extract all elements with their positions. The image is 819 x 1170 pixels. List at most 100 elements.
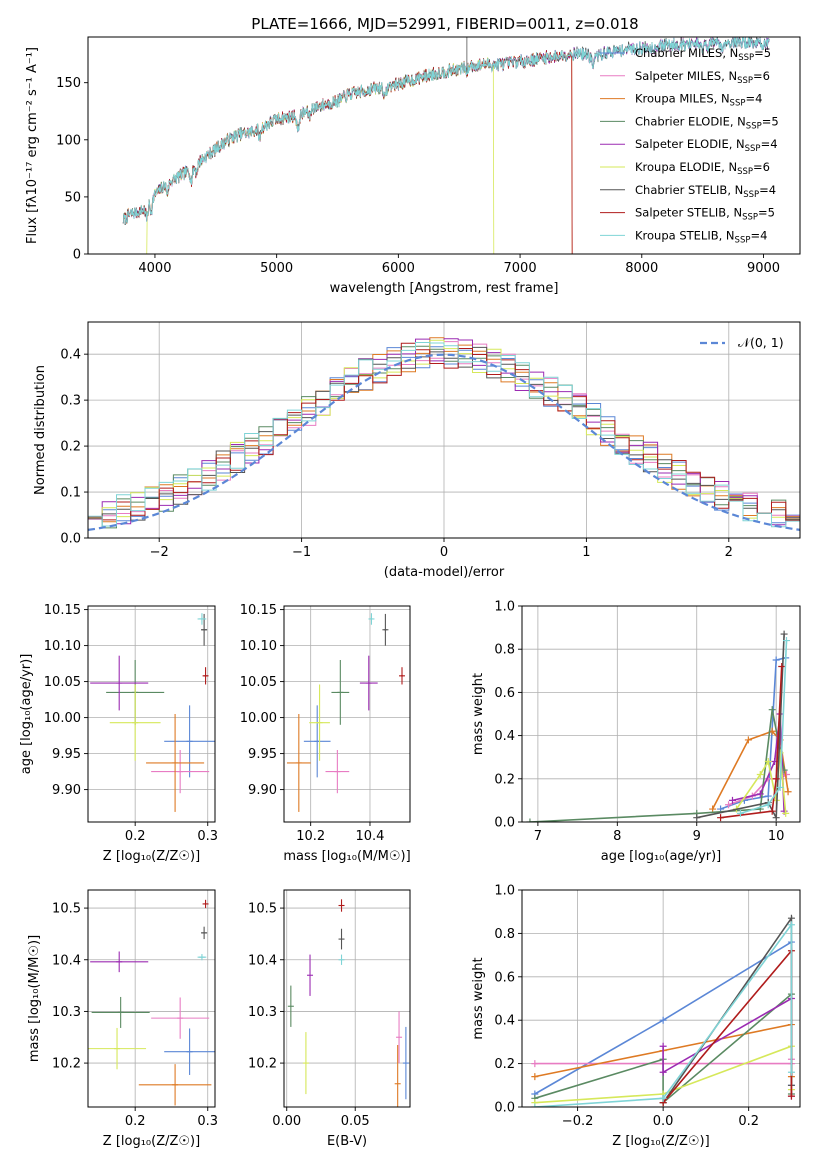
x-tick-label: 8	[613, 829, 621, 844]
y-tick-label: 10.2	[248, 1057, 277, 1072]
x-tick-label: 1	[582, 545, 590, 560]
legend-entry: Kroupa ELODIE, NSSP=6	[635, 160, 770, 177]
spectrum-kroupa-stelib-line	[122, 37, 770, 224]
figure-title: PLATE=1666, MJD=52991, FIBERID=0011, z=0…	[251, 15, 638, 33]
weight-marker	[744, 736, 752, 744]
y-tick-label: 10.3	[248, 1005, 277, 1020]
x-tick-label: 0.2	[738, 1114, 759, 1129]
y-tick-label: 10.15	[240, 603, 277, 618]
weight-marker	[709, 805, 717, 813]
axes-frame	[87, 36, 801, 255]
legend-sub: SSP	[735, 235, 751, 245]
axes-frame	[283, 605, 411, 823]
y-tick-label: 0.2	[494, 1057, 515, 1072]
histogram-kroupa-stelib	[88, 342, 800, 528]
weight-line-chabrier-elodie	[529, 709, 785, 822]
weight-marker	[764, 758, 772, 766]
x-tick-label: 0.2	[125, 829, 146, 844]
x-axis-label: (data-model)/error	[384, 565, 505, 580]
x-tick-label: 8000	[625, 261, 658, 276]
errorbar-chabrier-elodie	[331, 660, 350, 725]
y-axis-label: mass [log₁₀(M/M☉)]	[27, 935, 42, 1062]
y-axis-label: Normed distribution	[33, 365, 48, 495]
errorbar-chabrier-miles	[164, 705, 215, 778]
y-axis-label: mass weight	[471, 673, 486, 755]
y-tick-label: 50	[64, 190, 81, 205]
weight-marker	[778, 662, 786, 670]
legend-entry: 𝒩(0, 1)	[738, 335, 784, 350]
y-axis-label: mass weight	[471, 957, 486, 1039]
errorbar-salpeter-stelib	[202, 667, 209, 685]
weight-marker	[787, 1092, 795, 1100]
weight-marker	[772, 775, 780, 783]
x-axis-label: Z [log₁₀(Z/Z☉)]	[103, 1134, 200, 1149]
legend-suffix: =5	[758, 206, 775, 220]
legend-sub: SSP	[730, 99, 746, 109]
axes-frame	[87, 889, 216, 1108]
legend-entry: Kroupa MILES, NSSP=4	[635, 92, 762, 109]
legend-label: Kroupa ELODIE, N	[635, 160, 737, 174]
x-tick-label: 10	[768, 829, 785, 844]
x-tick-label: 0.3	[197, 829, 218, 844]
weight-marker	[531, 1073, 539, 1081]
y-tick-label: 0.0	[494, 816, 515, 831]
x-tick-label: 5000	[260, 261, 293, 276]
errorbar-chabrier-stelib	[201, 926, 208, 940]
errorbar-salpeter-elodie	[359, 655, 378, 711]
y-tick-label: 0.6	[494, 686, 515, 701]
y-tick-label: 1.0	[494, 884, 515, 899]
weight-marker	[659, 1094, 667, 1102]
y-tick-label: 10.4	[248, 953, 277, 968]
legend-entry: Chabrier ELODIE, NSSP=5	[635, 114, 779, 131]
x-tick-label: 0.3	[197, 1114, 218, 1129]
x-tick-label: 6000	[382, 261, 415, 276]
errorbar-salpeter-miles	[151, 997, 210, 1039]
errorbar-kroupa-miles	[138, 1064, 212, 1106]
legend-label: Kroupa MILES, N	[635, 92, 730, 106]
y-tick-label: 10.5	[52, 902, 81, 917]
y-tick-label: 100	[56, 133, 81, 148]
x-tick-label: 0.05	[341, 1114, 370, 1129]
legend-sub: SSP	[738, 53, 754, 63]
x-axis-label: age [log₁₀(age/yr)]	[601, 849, 722, 864]
y-tick-label: 10.4	[52, 953, 81, 968]
legend-entry: Salpeter MILES, NSSP=6	[635, 69, 770, 86]
x-tick-label: 9000	[747, 261, 780, 276]
x-tick-label: −1	[292, 545, 311, 560]
histogram-salpeter-elodie	[88, 338, 800, 526]
x-tick-label: −2	[150, 545, 169, 560]
x-tick-label: 0.2	[125, 1114, 146, 1129]
y-tick-label: 0.4	[494, 1014, 515, 1029]
y-tick-label: 0.0	[494, 1101, 515, 1116]
errorbar-kroupa-miles	[394, 1045, 401, 1107]
legend-suffix: =6	[753, 69, 770, 83]
plot-area	[526, 630, 792, 822]
plot-area	[90, 613, 215, 812]
legend-sub: SSP	[745, 144, 761, 154]
legend-sub: SSP	[737, 76, 753, 86]
errorbar-chabrier-miles	[402, 1026, 409, 1100]
legend-label: Salpeter STELIB, N	[635, 206, 742, 220]
x-tick-label: 9	[693, 829, 701, 844]
weight-line-kroupa-stelib	[740, 640, 788, 815]
weight-marker	[526, 818, 534, 822]
y-tick-label: 9.90	[248, 783, 277, 798]
errorbar-kroupa-elodie	[109, 684, 161, 761]
weight-marker	[772, 814, 780, 822]
axes-frame	[87, 605, 216, 823]
weight-marker	[756, 770, 764, 778]
legend-label: Salpeter ELODIE, N	[635, 137, 745, 151]
y-tick-label: 150	[56, 76, 81, 91]
legend-sub: SSP	[737, 167, 753, 177]
y-tick-label: 0.4	[494, 729, 515, 744]
residuals-panel: −2 −1 0 1 2 0.0 0.1 0.2 0.3 0.4 (data-model)/error…	[33, 321, 801, 580]
y-tick-label: 10.05	[240, 675, 277, 690]
weight-marker	[787, 914, 795, 922]
errorbar-kroupa-stelib	[197, 613, 207, 625]
weight-marker	[531, 1103, 539, 1107]
axes-frame	[87, 321, 801, 539]
legend-sub: SSP	[746, 121, 762, 131]
y-tick-label: 0.0	[60, 532, 81, 547]
weight-marker	[768, 706, 776, 714]
plot-area	[122, 37, 770, 254]
